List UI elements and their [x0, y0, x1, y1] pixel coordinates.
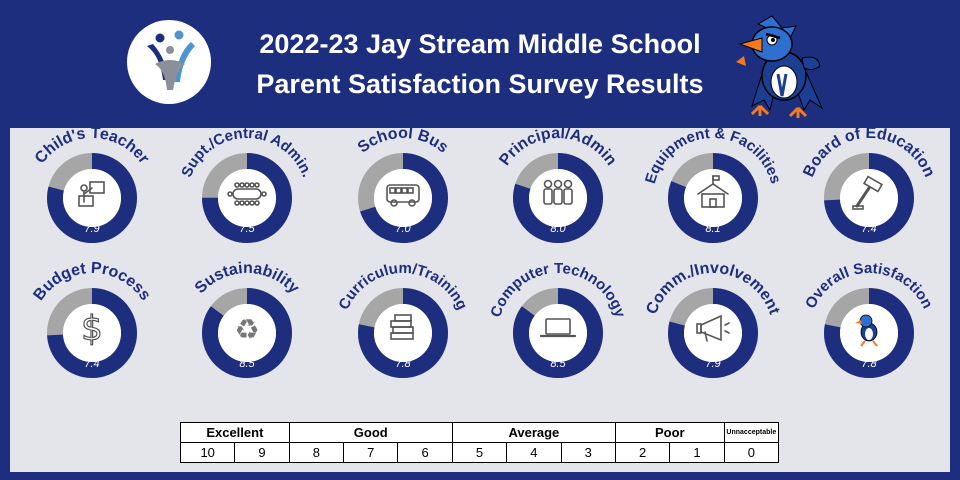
header-banner: 2022-23 Jay Stream Middle School Parent … [0, 0, 960, 128]
title-line-2: Parent Satisfaction Survey Results [256, 69, 704, 99]
donut-center [63, 304, 121, 362]
svg-text:♻: ♻ [234, 313, 259, 346]
donut-value-label: 7.8 [395, 358, 411, 370]
donut-value-arc [513, 288, 603, 378]
donut-center [684, 169, 742, 227]
donut-value-arc [202, 288, 292, 378]
rating-scale-legend: Excellent Good Average Poor Unnacceptabl… [179, 422, 780, 463]
conference-table-icon [227, 182, 267, 206]
scale-number: 5 [451, 442, 508, 463]
page-title: 2022-23 Jay Stream Middle School Parent … [210, 24, 750, 104]
donut-value-arc [47, 288, 137, 378]
donut-value-label: 8.5 [550, 358, 566, 370]
donut-value-label: 7.9 [705, 358, 720, 370]
scale-group-unacceptable: Unnacceptable [723, 422, 780, 443]
donut-value-arc [47, 153, 137, 243]
donut-center [684, 304, 742, 362]
laptop-icon [539, 318, 577, 338]
scale-number: 3 [560, 442, 616, 463]
megaphone-icon [696, 314, 730, 342]
donut-value-label: 7.4 [84, 358, 99, 370]
rating-scale-table: Excellent Good Average Poor Unnacceptabl… [179, 422, 780, 463]
title-line-1: 2022-23 Jay Stream Middle School [259, 29, 701, 59]
scale-number: 7 [343, 442, 399, 463]
scale-number: 10 [179, 442, 236, 463]
stack-of-books-icon [390, 314, 414, 340]
dollar-sign-icon: $ [81, 308, 104, 349]
donut-center [374, 169, 432, 227]
donut-value-arc [824, 153, 914, 243]
school-logo [127, 20, 211, 104]
group-of-people-icon [543, 179, 573, 205]
donut-chart: 7.0 School Bus [355, 125, 452, 243]
donut-value-arc [358, 153, 448, 243]
donut-center [529, 304, 587, 362]
scale-number: 9 [234, 442, 290, 463]
scale-group-average: Average [451, 422, 616, 443]
donut-value-label: 8.5 [239, 358, 255, 370]
scale-number: 8 [288, 442, 345, 463]
scale-number: 1 [669, 442, 725, 463]
blue-jay-mascot-icon [736, 15, 824, 118]
donut-value-label: 7.9 [84, 223, 99, 235]
school-bus-icon [386, 184, 420, 207]
donut-value-label: 7.0 [395, 223, 411, 235]
scale-number: 4 [506, 442, 562, 463]
donut-value-label: 7.5 [239, 223, 255, 235]
donut-value-arc [668, 153, 758, 243]
mascot [732, 14, 832, 118]
scale-number: 2 [614, 442, 671, 463]
donut-center [218, 169, 276, 227]
donut-value-label: 7.8 [861, 358, 877, 370]
scale-group-poor: Poor [614, 422, 725, 443]
donut-value-arc [202, 153, 292, 243]
recycle-icon: ♻ [234, 313, 259, 346]
results-panel [10, 128, 950, 472]
scale-number: 6 [397, 442, 453, 463]
scale-number: 0 [723, 442, 780, 463]
scale-group-excellent: Excellent [180, 422, 290, 443]
donut-center [840, 169, 898, 227]
donut-value-arc [668, 288, 758, 378]
gavel-icon [852, 175, 884, 210]
donut-center [218, 304, 276, 362]
donut-value-label: 8.1 [705, 223, 720, 235]
scale-group-good: Good [288, 422, 453, 443]
donut-center [529, 169, 587, 227]
donut-value-arc [513, 153, 603, 243]
blue-jay-mascot-icon [855, 314, 878, 347]
teacher-at-board-icon [78, 181, 105, 207]
donut-value-arc [824, 288, 914, 378]
school-building-icon [697, 175, 729, 208]
school-people-logo-icon [147, 30, 195, 90]
donut-value-label: 7.4 [861, 223, 876, 235]
svg-text:$: $ [81, 309, 103, 349]
donut-value-arc [358, 288, 448, 378]
donut-category-label: School Bus [355, 125, 452, 157]
donut-value-label: 8.0 [550, 223, 566, 235]
donut-center [63, 169, 121, 227]
